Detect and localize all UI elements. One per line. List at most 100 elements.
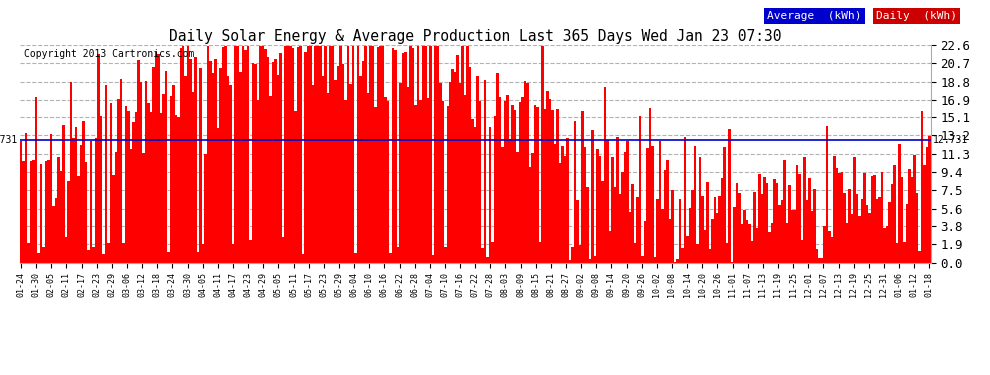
Bar <box>381 46 384 262</box>
Bar <box>217 129 220 262</box>
Bar <box>23 161 25 262</box>
Bar <box>222 47 225 262</box>
Bar <box>359 76 361 262</box>
Bar <box>125 106 127 262</box>
Bar <box>287 46 289 262</box>
Bar <box>898 144 901 262</box>
Bar <box>102 254 105 262</box>
Bar <box>279 53 282 262</box>
Bar <box>307 46 309 262</box>
Bar <box>637 197 639 262</box>
Bar <box>741 224 743 262</box>
Bar <box>788 184 791 262</box>
Bar <box>701 196 704 262</box>
Bar <box>471 119 474 262</box>
Bar <box>911 177 913 262</box>
Bar <box>427 98 429 262</box>
Bar <box>926 147 928 262</box>
Bar <box>289 46 292 262</box>
Bar <box>57 158 59 262</box>
Bar <box>159 113 162 262</box>
Bar <box>202 244 205 262</box>
Bar <box>609 231 611 262</box>
Bar <box>120 80 122 262</box>
Text: 12.731: 12.731 <box>0 135 18 145</box>
Bar <box>504 100 507 262</box>
Bar <box>798 174 801 262</box>
Bar <box>624 152 626 262</box>
Bar <box>548 99 551 262</box>
Bar <box>888 202 891 262</box>
Bar <box>811 211 814 262</box>
Text: Average  (kWh): Average (kWh) <box>767 11 861 21</box>
Bar <box>544 109 546 262</box>
Bar <box>240 72 242 262</box>
Bar <box>264 49 267 262</box>
Bar <box>539 242 542 262</box>
Bar <box>345 100 346 262</box>
Bar <box>778 205 781 262</box>
Bar <box>584 147 586 262</box>
Bar <box>806 200 808 262</box>
Bar <box>651 146 653 262</box>
Bar <box>179 48 182 262</box>
Bar <box>906 204 908 262</box>
Bar <box>479 101 481 262</box>
Bar <box>199 69 202 262</box>
Bar <box>322 76 325 262</box>
Bar <box>666 160 668 262</box>
Bar <box>62 125 64 262</box>
Bar <box>706 182 709 262</box>
Bar <box>197 252 199 262</box>
Bar <box>92 248 95 262</box>
Bar <box>356 46 359 262</box>
Bar <box>868 213 871 262</box>
Bar <box>272 62 274 262</box>
Bar <box>43 248 45 262</box>
Bar <box>105 85 107 262</box>
Bar <box>332 46 335 262</box>
Bar <box>726 243 729 262</box>
Bar <box>709 249 711 262</box>
Bar <box>366 93 369 262</box>
Bar <box>225 46 227 262</box>
Bar <box>834 156 836 262</box>
Bar <box>514 110 517 262</box>
Text: Copyright 2013 Cartronics.com: Copyright 2013 Cartronics.com <box>25 50 195 59</box>
Bar <box>474 127 476 262</box>
Bar <box>496 74 499 262</box>
Bar <box>297 46 299 262</box>
Bar <box>507 95 509 262</box>
Bar <box>783 160 786 262</box>
Bar <box>174 115 177 262</box>
Bar <box>739 194 741 262</box>
Bar <box>454 72 456 262</box>
Bar <box>419 100 422 262</box>
Bar <box>928 136 931 262</box>
Bar <box>184 76 187 262</box>
Bar <box>127 111 130 262</box>
Bar <box>836 168 839 262</box>
Bar <box>721 178 724 262</box>
Bar <box>254 64 256 262</box>
Bar <box>599 156 601 262</box>
Bar <box>901 177 903 262</box>
Bar <box>242 46 245 262</box>
Bar <box>614 187 616 262</box>
Bar <box>137 60 140 262</box>
Bar <box>716 213 719 262</box>
Bar <box>918 251 921 262</box>
Bar <box>59 171 62 262</box>
Bar <box>30 161 33 262</box>
Bar <box>140 82 143 262</box>
Bar <box>135 112 137 262</box>
Bar <box>282 237 284 262</box>
Bar <box>512 105 514 262</box>
Bar <box>621 172 624 262</box>
Bar <box>484 80 486 262</box>
Bar <box>704 230 706 262</box>
Bar <box>808 178 811 262</box>
Bar <box>881 172 883 262</box>
Bar <box>551 110 553 262</box>
Bar <box>446 106 449 262</box>
